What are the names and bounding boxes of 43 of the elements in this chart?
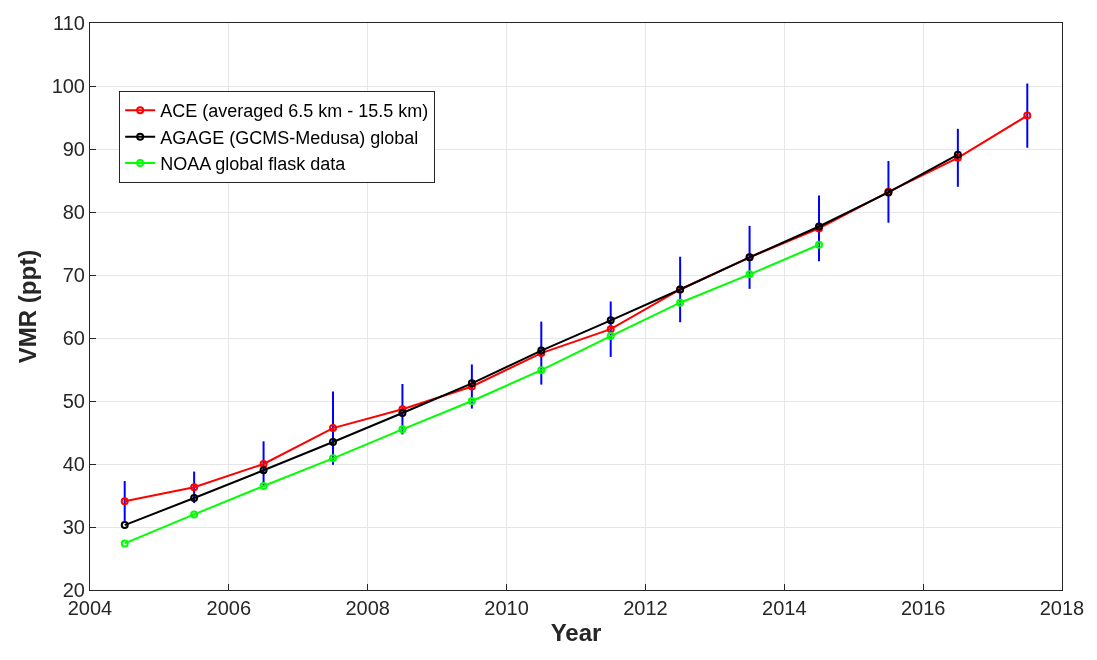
point [259,460,268,468]
point [329,454,337,463]
y-tick-label: 80 [62,201,85,223]
y-tick-label: 40 [62,453,85,475]
point [190,483,199,492]
point [398,425,407,434]
point [467,397,476,405]
point [120,497,129,506]
point [745,270,754,279]
y-tick-label: 90 [62,138,85,160]
y-axis-title: VMR (ppt) [13,249,41,364]
x-tick-label: 2008 [345,597,390,619]
point [676,298,685,307]
x-tick-label: 2014 [762,597,807,619]
legend-label: NOAA global flask data [160,154,347,175]
y-tick-label: 30 [62,516,85,538]
x-tick-label: 2018 [1039,597,1085,619]
x-tick-label: 2012 [623,597,668,619]
point [190,494,199,503]
y-tick-label: 100 [51,75,85,97]
legend-label: AGAGE (GCMS-Medusa) global [160,127,419,148]
x-axis-title: Year [550,619,602,647]
x-tick-label: 2006 [206,597,252,619]
point [606,332,615,341]
point [190,510,199,519]
legend-label: ACE (averaged 6.5 km - 15.5 km) [160,101,429,122]
point [329,437,337,446]
point [259,466,268,475]
x-tick-label: 2010 [484,597,529,619]
y-tick-label: 110 [53,12,85,34]
point [329,424,337,433]
y-tick-label: 50 [62,390,85,412]
point [815,240,823,249]
point [120,521,129,530]
y-tick-label: 60 [62,327,85,349]
point [120,539,129,548]
point [537,366,546,375]
point [606,325,615,334]
point [259,482,268,491]
x-tick-label: 2016 [900,597,946,619]
point [606,316,615,325]
point [1023,111,1032,120]
y-tick-label: 70 [62,264,85,286]
